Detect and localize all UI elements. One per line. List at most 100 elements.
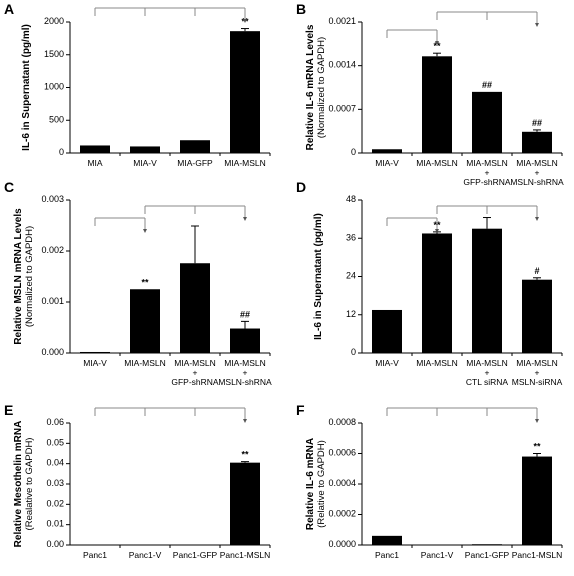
- arrowhead: [243, 217, 247, 221]
- y-tick-label: 1500: [44, 49, 64, 59]
- significance: #: [534, 266, 539, 276]
- y-tick-label: 1000: [44, 82, 64, 92]
- y-tick-label: 2000: [44, 16, 64, 26]
- bar: [522, 456, 552, 545]
- bar: [80, 145, 110, 153]
- y-tick-label: 0: [59, 147, 64, 157]
- x-tick-label: MIA-MSLN: [416, 158, 458, 168]
- panel-label: B: [296, 1, 306, 17]
- bar: [472, 91, 502, 153]
- arrowhead: [535, 23, 539, 27]
- x-tick-label: MIA-V: [375, 158, 399, 168]
- panel: A IL-6 in Supernatant (pg/ml) 0 500 1000 1500…: [4, 1, 271, 168]
- x-tick-label: MIA-GFP: [177, 158, 213, 168]
- x-tick-label: Panc1: [375, 550, 399, 560]
- y-tick-label: 0.001: [41, 296, 64, 306]
- bar: [422, 56, 452, 153]
- x-tick-label: MIA-MSLN + CTL siRNA: [466, 358, 509, 387]
- y-tick-label: 500: [49, 115, 64, 125]
- x-tick-label: Panc1-V: [129, 550, 162, 560]
- x-tick-label: MIA-MSLN + GFP-shRNA: [463, 158, 511, 187]
- bar: [472, 228, 502, 353]
- y-tick-label: 0: [351, 147, 356, 157]
- y-tick-label: 0.0021: [328, 16, 356, 26]
- x-tick-label: MIA: [87, 158, 102, 168]
- y-tick-label: 0.05: [46, 438, 64, 448]
- bar: [372, 149, 402, 153]
- y-tick-label: 0: [351, 347, 356, 357]
- y-axis-label: (Realative to GAPDH): [24, 438, 35, 531]
- arrowhead: [143, 229, 147, 233]
- y-tick-label: 0.03: [46, 478, 64, 488]
- y-tick-label: 0.000: [41, 347, 64, 357]
- significance: ##: [532, 118, 542, 128]
- bar: [372, 535, 402, 545]
- bar: [522, 279, 552, 353]
- x-tick-label: MIA-MSLN: [124, 358, 166, 368]
- y-axis-label: IL-6 in Supernatant (pg/ml): [21, 24, 32, 151]
- panel: C Relative MSLN mRNA Levels (Normalized to…: [4, 179, 272, 388]
- bar: [80, 351, 110, 353]
- bar: [522, 131, 552, 153]
- arrowhead: [535, 419, 539, 423]
- x-tick-label: Panc1-GFP: [173, 550, 218, 560]
- y-tick-label: 0.02: [46, 499, 64, 509]
- x-tick-label: Panc1-MSLN: [220, 550, 271, 560]
- significance: **: [533, 442, 541, 452]
- bar: [230, 462, 260, 545]
- y-axis-label: (Relative to GAPDH): [316, 440, 327, 528]
- significance: **: [141, 278, 149, 288]
- panel: B Relative IL-6 mRNA Levels (Normalized to…: [296, 1, 564, 188]
- panel-label: F: [296, 402, 305, 418]
- y-tick-label: 0.0002: [328, 509, 356, 519]
- x-tick-label: MIA-MSLN: [416, 358, 458, 368]
- panel-label: E: [4, 402, 13, 418]
- arrowhead: [243, 19, 247, 23]
- x-tick-label: MIA-MSLN + GFP-shRNA: [171, 358, 219, 387]
- x-tick-label: Panc1-GFP: [465, 550, 510, 560]
- y-tick-label: 0.06: [46, 417, 64, 427]
- y-tick-label: 0.002: [41, 245, 64, 255]
- y-axis-label: (Normalized to GAPDH): [24, 226, 35, 327]
- significance: ##: [240, 310, 250, 320]
- x-tick-label: MIA-V: [375, 358, 399, 368]
- panel-label: C: [4, 179, 14, 195]
- y-tick-label: 0.0008: [328, 417, 356, 427]
- y-tick-label: 0.04: [46, 458, 64, 468]
- x-tick-label: MIA-MSLN: [224, 158, 266, 168]
- bar: [230, 31, 260, 154]
- y-axis-label: Relative MSLN mRNA Levels: [13, 208, 24, 345]
- panel-label: A: [4, 1, 14, 17]
- bar: [180, 263, 210, 353]
- x-tick-label: Panc1-MSLN: [512, 550, 563, 560]
- y-axis-label: Relative IL-6 mRNA Levels: [305, 24, 316, 150]
- y-tick-label: 48: [346, 194, 356, 204]
- y-tick-label: 0.00: [46, 539, 64, 549]
- bar: [180, 140, 210, 153]
- arrowhead: [243, 419, 247, 423]
- bar: [130, 289, 160, 353]
- x-tick-label: MIA-V: [133, 158, 157, 168]
- arrowhead: [535, 217, 539, 221]
- x-tick-label: MIA-MSLN + MSLN-shRNA: [218, 358, 272, 387]
- panel-label: D: [296, 179, 306, 195]
- y-tick-label: 12: [346, 309, 356, 319]
- y-tick-label: 24: [346, 271, 356, 281]
- y-tick-label: 0.0014: [328, 60, 356, 70]
- y-tick-label: 0.003: [41, 194, 64, 204]
- bar: [130, 146, 160, 153]
- x-tick-label: MIA-MSLN + MSLN-shRNA: [510, 158, 564, 187]
- y-tick-label: 36: [346, 233, 356, 243]
- y-tick-label: 0.0000: [328, 539, 356, 549]
- bar: [230, 328, 260, 353]
- y-axis-label: (Normalized to GAPDH): [316, 37, 327, 138]
- y-axis-label: Relative IL-6 mRNA: [305, 438, 316, 530]
- x-tick-label: MIA-MSLN + MSLN-siRNA: [512, 358, 563, 387]
- significance: **: [433, 42, 441, 52]
- panel: D IL-6 in Supernatant (pg/ml) 0 12 24 36 48 MIA…: [296, 179, 563, 388]
- y-tick-label: 0.0004: [328, 478, 356, 488]
- x-tick-label: Panc1: [83, 550, 107, 560]
- y-axis-label: Relative Mesothelin mRNA: [13, 421, 24, 548]
- arrowhead: [435, 229, 439, 233]
